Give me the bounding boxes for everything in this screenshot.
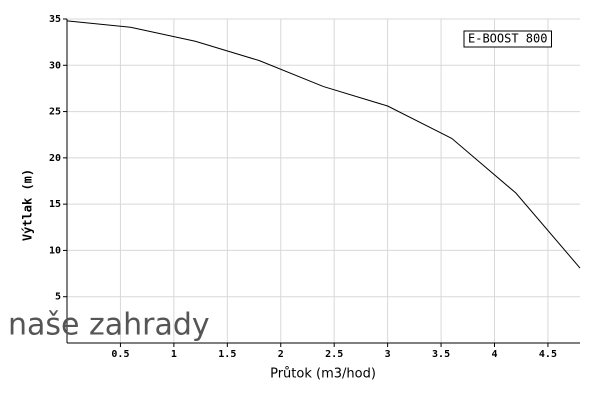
y-tick-label: 35: [49, 14, 61, 25]
y-tick-label: 30: [49, 60, 61, 71]
y-tick-label: 20: [49, 153, 61, 164]
legend-label: E-BOOST 800: [468, 32, 547, 46]
x-tick-label: 1: [171, 349, 177, 360]
legend-item: E-BOOST 800: [463, 30, 552, 48]
watermark: naše zahrady: [8, 308, 210, 343]
x-tick-label: 4.5: [539, 349, 557, 360]
x-tick-label: 2: [278, 349, 284, 360]
x-tick-label: 2.5: [325, 349, 343, 360]
x-axis-label: Průtok (m3/hod): [270, 367, 376, 382]
y-axis-label: Výtlak (m): [21, 169, 35, 241]
y-tick-label: 15: [49, 199, 61, 210]
x-tick-label: 4: [491, 349, 497, 360]
legend-box: [463, 30, 552, 48]
y-tick-label: 5: [55, 292, 61, 303]
x-tick-label: 0.5: [111, 349, 129, 360]
line: [66, 20, 581, 269]
y-tick-label: 25: [49, 107, 61, 118]
x-tick-label: 3: [385, 349, 391, 360]
x-tick-label: 1.5: [218, 349, 236, 360]
x-tick-label: 3.5: [432, 349, 450, 360]
y-tick-label: 10: [49, 245, 61, 256]
